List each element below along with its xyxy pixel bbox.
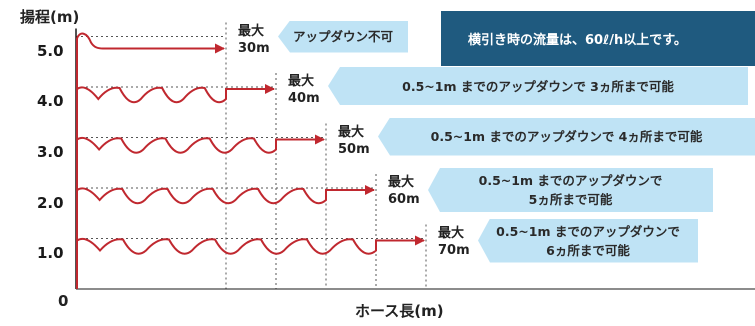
head-curve-4: [76, 185, 375, 289]
y-tick-label: 2.0: [37, 194, 64, 212]
condition-callout-line: 0.5~1m までのアップダウンで 4ヵ所まで可能: [430, 129, 703, 144]
head-curve-2: [76, 84, 275, 289]
curve-layer: [76, 32, 425, 289]
condition-callout-line: 0.5~1m までのアップダウンで: [478, 173, 663, 188]
condition-callout-line: 6ヵ所まで可能: [546, 242, 630, 258]
max-length-label-line: 40m: [288, 91, 320, 106]
condition-callout-text: アップダウン不可: [293, 27, 393, 46]
condition-callout-line: 0.5~1m までのアップダウンで 3ヵ所まで可能: [402, 78, 674, 94]
max-length-label: 最大 40m: [288, 73, 320, 107]
y-tick-label: 3.0: [37, 143, 64, 161]
y-tick-label: 1.0: [37, 244, 64, 262]
max-length-label: 最大 30m: [238, 23, 270, 57]
condition-callout: 0.5~1m までのアップダウンで 3ヵ所まで可能: [328, 67, 748, 105]
flow-rate-banner: 横引き時の流量は、60ℓ/h以上です。: [441, 11, 755, 66]
head-curve-5: [76, 235, 425, 289]
max-length-label: 最大 50m: [338, 124, 370, 158]
condition-callout: アップダウン不可: [278, 20, 408, 53]
condition-callout: 0.5~1m までのアップダウンで 4ヵ所まで可能: [378, 117, 755, 156]
condition-callout-text: 0.5~1m までのアップダウンで 6ヵ所まで可能: [496, 222, 680, 260]
max-length-label-line: 50m: [338, 141, 370, 157]
max-length-label-line: 最大: [338, 124, 365, 140]
max-length-label-line: 60m: [388, 192, 420, 207]
condition-callout-line: 5ヵ所まで可能: [528, 192, 613, 207]
max-length-label: 最大 60m: [388, 174, 420, 208]
y-tick-label: 5.0: [37, 42, 64, 60]
max-length-label-line: 最大: [238, 23, 265, 39]
x-axis-title: ホース長(m): [355, 302, 444, 320]
condition-callout-text: 0.5~1m までのアップダウンで 5ヵ所まで可能: [479, 171, 663, 209]
head-curve-1: [76, 32, 225, 289]
max-length-label-line: 最大: [438, 225, 465, 241]
y-axis-title: 揚程(m): [20, 8, 80, 26]
condition-callout: 0.5~1m までのアップダウンで 5ヵ所まで可能: [428, 168, 713, 212]
head-curve-3: [76, 134, 325, 289]
y-tick-label: 4.0: [37, 92, 64, 110]
condition-callout-text: 0.5~1m までのアップダウンで 4ヵ所まで可能: [431, 127, 703, 146]
origin-label: 0: [58, 292, 69, 310]
max-length-label-line: 最大: [388, 175, 415, 190]
condition-callout: 0.5~1m までのアップダウンで 6ヵ所まで可能: [478, 218, 698, 263]
condition-callout-text: 0.5~1m までのアップダウンで 3ヵ所まで可能: [402, 77, 674, 96]
max-length-label-line: 70m: [438, 242, 470, 258]
max-length-label-line: 30m: [238, 40, 270, 56]
condition-callout-line: 0.5~1m までのアップダウンで: [496, 223, 680, 239]
max-length-label: 最大 70m: [438, 225, 470, 259]
condition-callout-line: アップダウン不可: [292, 29, 393, 44]
max-length-label-line: 最大: [288, 74, 315, 89]
